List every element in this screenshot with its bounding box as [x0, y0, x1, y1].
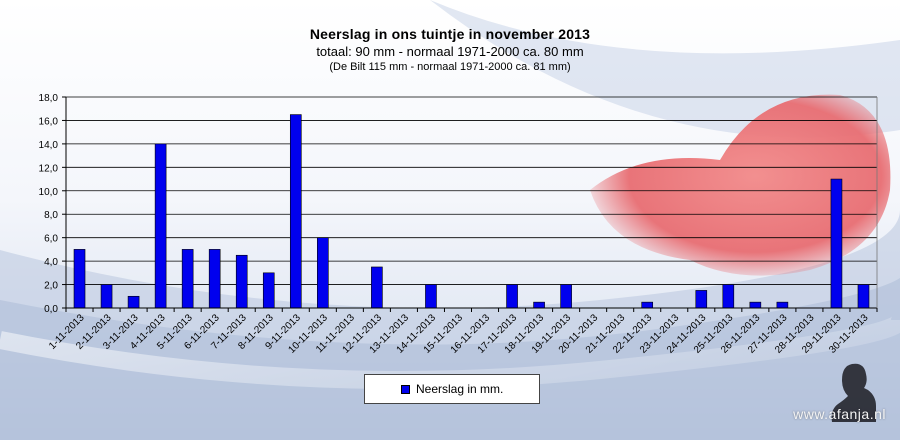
bar — [695, 290, 708, 309]
y-tick-label: 6,0 — [44, 234, 58, 245]
bar — [641, 301, 654, 309]
bar — [506, 284, 518, 309]
gridlines — [66, 96, 877, 285]
person-silhouette-icon — [831, 363, 876, 422]
y-tick-label: 16,0 — [39, 116, 59, 127]
x-tick-labels: 1-11-20132-11-20133-11-20134-11-20135-11… — [47, 312, 871, 356]
bar — [235, 254, 248, 309]
bar — [533, 301, 545, 309]
bar — [371, 266, 383, 309]
y-tick-label: 10,0 — [39, 187, 59, 198]
bar — [289, 114, 302, 309]
y-tick-label: 2,0 — [44, 281, 58, 292]
y-tick-label: 12,0 — [39, 163, 59, 174]
bar — [73, 249, 86, 309]
bar — [317, 237, 329, 309]
bar — [208, 249, 221, 309]
bar — [749, 301, 762, 309]
chart-note: (De Bilt 115 mm - normaal 1971-2000 ca. … — [329, 61, 571, 73]
bar — [776, 301, 789, 309]
bar — [181, 249, 194, 309]
y-tick-label: 8,0 — [44, 210, 58, 221]
bar — [127, 295, 140, 309]
chart-subtitle: totaal: 90 mm - normaal 1971-2000 ca. 80… — [316, 44, 584, 59]
bar — [830, 178, 843, 309]
bars — [73, 114, 870, 309]
bar — [560, 284, 572, 309]
bar — [100, 284, 113, 309]
bar — [425, 284, 437, 309]
y-tick-label: 14,0 — [39, 140, 59, 151]
legend: Neerslag in mm. — [364, 374, 540, 404]
y-tick-labels: 0,0 2,0 4,0 6,0 8,0 10,0 12,0 14,0 16,0 18,0 — [39, 93, 59, 315]
bar — [857, 284, 870, 309]
bar — [262, 272, 275, 309]
y-tick-label: 0,0 — [44, 304, 58, 315]
legend-swatch — [401, 384, 410, 394]
y-tick-label: 4,0 — [44, 257, 58, 268]
y-tick-label: 18,0 — [39, 93, 59, 104]
bar — [154, 143, 167, 309]
watermark: www.afanja.nl — [793, 406, 886, 422]
bar — [722, 284, 735, 309]
chart-title: Neerslag in ons tuintje in november 2013 — [309, 26, 591, 42]
axes — [62, 96, 878, 312]
legend-label: Neerslag in mm. — [416, 382, 504, 396]
